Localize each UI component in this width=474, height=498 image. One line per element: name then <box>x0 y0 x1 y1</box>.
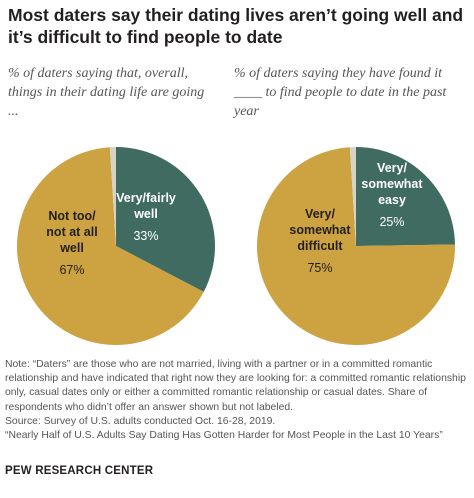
slice-value-label: 75% <box>307 261 332 275</box>
slice-label-1-1: Very/somewhat difficult 75% <box>289 207 351 275</box>
slice-label-0-0: Very/fairly well 33% <box>116 191 176 243</box>
slice-category-line: well <box>59 241 84 255</box>
slice-category-line: somewhat <box>361 177 423 191</box>
pie-slice-0-1 <box>17 147 204 345</box>
slice-category-line: difficult <box>297 239 343 253</box>
slice-category-line: somewhat <box>289 223 351 237</box>
pie-slice-1-0 <box>356 147 455 246</box>
pie-chart-finding-dates: Very/somewhat easy 25% Very/somewhat difficu… <box>257 147 456 345</box>
pie-slice-1-1 <box>257 147 456 345</box>
report-title: “Nearly Half of U.S. Adults Say Dating H… <box>5 430 443 442</box>
slice-label-1-0: Very/somewhat easy 25% <box>361 161 423 229</box>
source-text: Source: Survey of U.S. adults conducted … <box>5 415 276 427</box>
pie-charts: Very/fairly well 33% Not too/not at all well… <box>17 147 456 345</box>
slice-label-0-1: Not too/not at all well 67% <box>46 209 97 277</box>
slice-category-line: well <box>133 207 158 221</box>
left-chart-subtitle: % of daters saying that, overall, things… <box>8 66 205 119</box>
right-chart-subtitle: % of daters saying they have found it __… <box>234 66 447 119</box>
slice-category-line: Very/ <box>377 161 407 175</box>
slice-value-label: 67% <box>59 263 84 277</box>
slice-value-label: 33% <box>133 229 158 243</box>
pie-chart-dating-life: Very/fairly well 33% Not too/not at all well… <box>17 147 216 345</box>
note-text: Note: “Daters” are those who are not mar… <box>5 359 466 413</box>
chart-title: Most daters say their dating lives aren’… <box>8 5 464 47</box>
slice-category-line: not at all <box>46 225 97 239</box>
slice-value-label: 25% <box>379 215 404 229</box>
slice-category-line: Very/ <box>305 207 335 221</box>
footer-logo-text: PEW RESEARCH CENTER <box>5 465 154 477</box>
slice-category-line: Not too/ <box>48 209 96 223</box>
pie-slice-0-0 <box>116 147 216 292</box>
slice-category-line: Very/fairly <box>116 191 176 205</box>
notes: Note: “Daters” are those who are not mar… <box>5 358 467 443</box>
pie-slice-0-no-answer <box>109 147 116 246</box>
slice-category-line: easy <box>378 193 406 207</box>
pie-slice-1-no-answer <box>349 147 356 246</box>
